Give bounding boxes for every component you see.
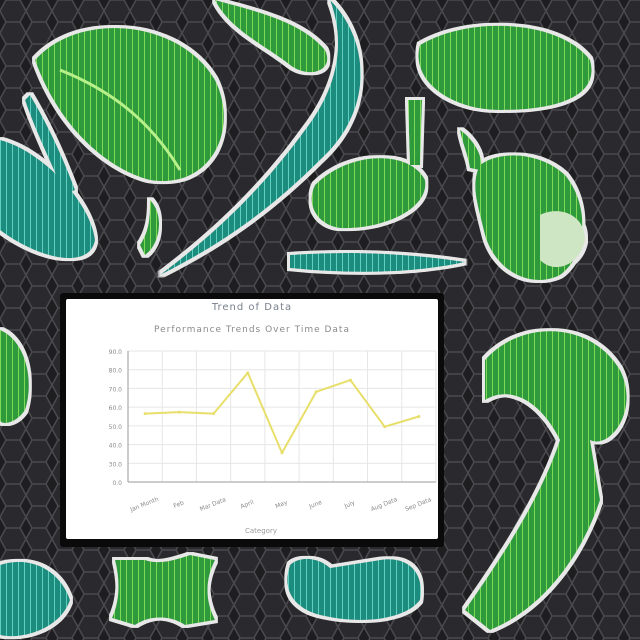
leaf-shape <box>25 95 75 195</box>
x-tick-label: June <box>307 499 323 511</box>
y-tick-label: 40.0 <box>109 443 123 450</box>
data-point <box>417 415 421 418</box>
leaf-shape <box>35 27 224 182</box>
y-tick-label: 60.0 <box>109 405 123 412</box>
leaf-shape <box>290 252 465 272</box>
data-point <box>177 410 181 414</box>
leaf-shape <box>112 555 215 625</box>
data-point <box>212 412 216 416</box>
data-point <box>246 371 250 375</box>
leaf-shape <box>0 561 70 637</box>
line-chart: 90.0 80.0 70.0 60.0 50.0 40.0 30.0 0.0 Jan Month… <box>109 349 437 514</box>
x-tick-label: Aug Data <box>370 496 399 513</box>
x-tick-label: May <box>274 499 289 510</box>
chart-panel: Trend of Data Performance Trends Over Ti… <box>60 293 444 547</box>
leaf-shape <box>460 130 482 170</box>
y-tick-label: 70.0 <box>109 386 123 393</box>
data-point <box>143 412 147 416</box>
leaf-shape <box>0 140 95 259</box>
leaf-shape <box>287 558 421 620</box>
x-tick-label: Sep Data <box>404 496 432 513</box>
y-tick-label: 0.0 <box>112 480 122 487</box>
y-tick-label: 30.0 <box>109 461 123 468</box>
x-tick-label: Mar Data <box>199 496 227 513</box>
series-line <box>145 371 420 454</box>
x-tick-label: April <box>240 499 256 511</box>
leaf-shape <box>160 0 361 275</box>
leaf-shape <box>215 0 328 73</box>
chart-card: Trend of Data Performance Trends Over Ti… <box>66 299 438 539</box>
data-point <box>383 425 387 429</box>
x-tick-label: July <box>343 499 357 510</box>
chart-title: Trend of Data <box>211 302 293 313</box>
y-tick-label: 80.0 <box>109 368 123 375</box>
data-point <box>314 390 318 394</box>
leaf-shape <box>140 200 160 255</box>
leaf-shape <box>418 25 592 110</box>
y-tick-label: 50.0 <box>109 424 123 431</box>
leaf-shape <box>311 158 426 229</box>
leaf-shape <box>408 100 422 165</box>
data-point <box>348 378 352 382</box>
leaf-shape <box>540 211 585 268</box>
leaf-shape <box>465 331 627 630</box>
chart-subtitle: Performance Trends Over Time Data <box>154 325 350 335</box>
leaf-shape <box>0 330 29 423</box>
data-point <box>280 451 284 455</box>
y-tick-label: 90.0 <box>109 349 123 356</box>
x-tick-label: Jan Month <box>128 496 160 514</box>
x-axis-title: Category <box>245 527 277 535</box>
x-tick-label: Feb <box>173 499 186 510</box>
